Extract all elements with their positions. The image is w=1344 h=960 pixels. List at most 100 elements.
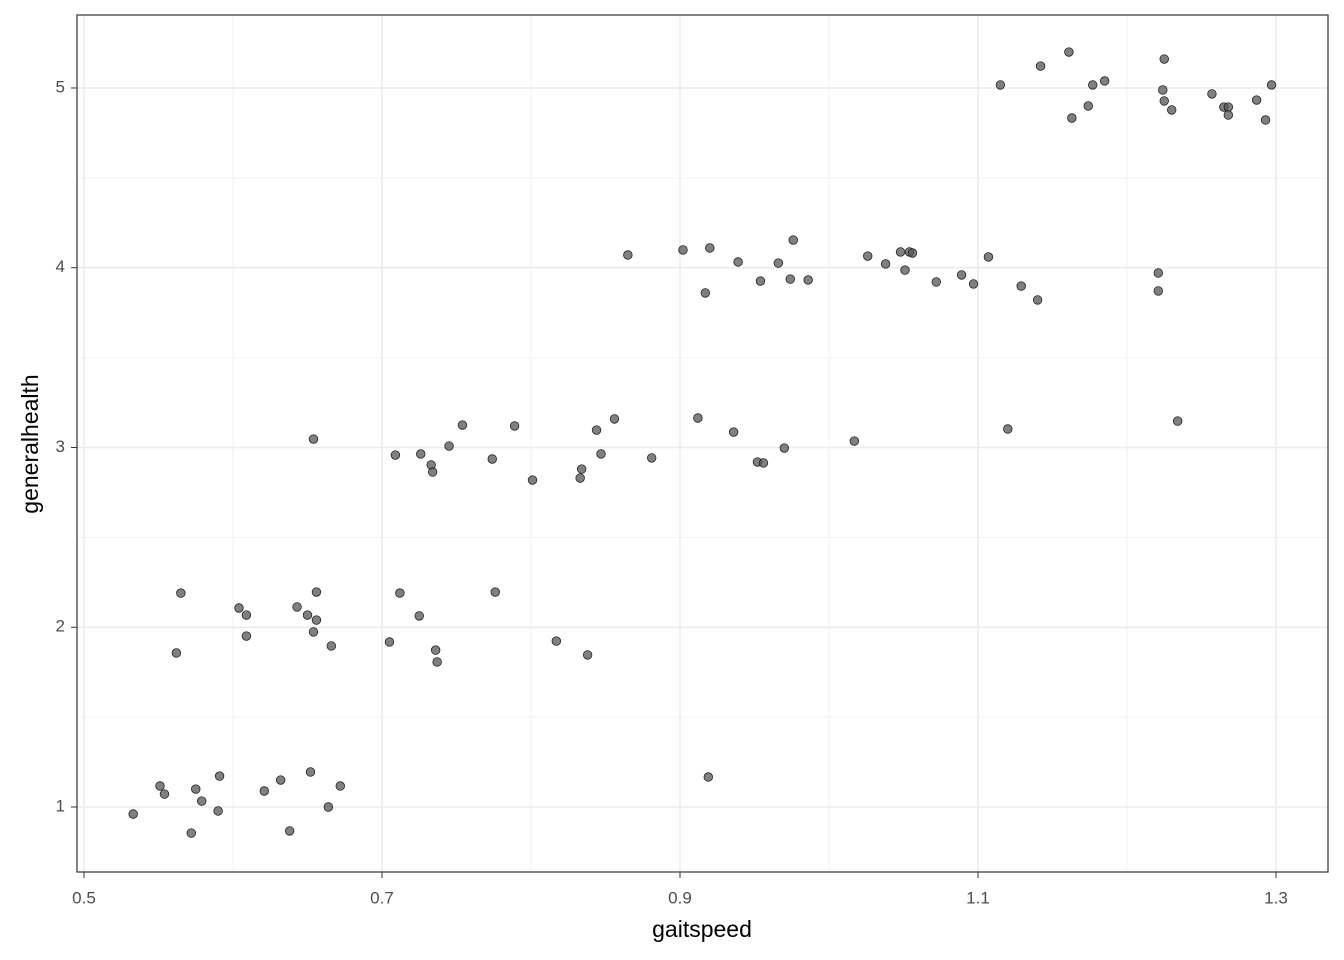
point (311, 615, 322, 625)
point (968, 279, 979, 289)
x-tick-label: 1.3 (1264, 888, 1288, 907)
point (728, 427, 739, 437)
point (308, 434, 319, 444)
point (1260, 115, 1271, 125)
point (214, 771, 225, 781)
point (234, 603, 244, 613)
point (1159, 96, 1169, 106)
point (773, 258, 784, 268)
point (213, 806, 223, 816)
point (155, 781, 165, 791)
point (582, 650, 593, 660)
point (758, 458, 769, 468)
point (1266, 80, 1277, 90)
point (197, 796, 207, 806)
point (444, 441, 454, 451)
point (1153, 286, 1163, 296)
point (900, 265, 910, 275)
point (384, 637, 395, 647)
point (575, 473, 585, 483)
point (427, 467, 438, 477)
point (432, 657, 442, 667)
point (191, 784, 201, 794)
point (176, 588, 186, 598)
y-tick-label: 2 (56, 617, 65, 636)
point (1016, 281, 1026, 291)
point (849, 436, 860, 446)
point (308, 627, 319, 637)
point (1207, 89, 1217, 99)
point (1088, 80, 1098, 90)
point (596, 449, 606, 459)
point (623, 250, 633, 260)
point (863, 251, 873, 261)
point (733, 257, 743, 267)
point (551, 636, 562, 646)
point (1159, 54, 1169, 64)
point (487, 454, 497, 464)
point (1003, 424, 1013, 434)
point (785, 274, 795, 284)
point (171, 648, 182, 658)
point (700, 288, 711, 298)
point (1099, 76, 1110, 86)
panel-border (76, 14, 1329, 873)
point (956, 270, 967, 280)
point (693, 413, 703, 423)
point (1064, 47, 1074, 57)
point (311, 587, 322, 597)
point (128, 809, 138, 819)
point (1172, 416, 1183, 426)
point (895, 247, 906, 257)
point (983, 252, 994, 262)
point (326, 641, 337, 651)
x-axis-label: gaitspeed (652, 916, 752, 942)
point (241, 610, 252, 620)
point (416, 449, 426, 459)
point (159, 789, 170, 799)
point (1067, 113, 1077, 123)
point (609, 414, 620, 424)
point (1035, 61, 1046, 71)
point (1166, 105, 1177, 115)
point (1223, 102, 1234, 112)
point (1083, 101, 1093, 111)
point (259, 786, 269, 796)
y-axis-label: generalhealth (17, 374, 43, 513)
point (186, 828, 196, 838)
point (779, 443, 790, 453)
point (907, 248, 918, 258)
y-tick-label: 4 (56, 257, 65, 276)
point (430, 645, 441, 655)
point (803, 275, 813, 285)
point (302, 610, 313, 620)
point (275, 775, 286, 785)
x-tick-label: 1.1 (966, 888, 990, 907)
x-tick-label: 0.9 (668, 888, 692, 907)
point (705, 243, 715, 253)
point (457, 420, 468, 430)
point (395, 588, 405, 598)
x-tick-label: 0.7 (370, 888, 394, 907)
point (678, 245, 688, 255)
y-tick-label: 1 (56, 796, 65, 815)
point (1153, 268, 1163, 278)
point (305, 767, 316, 777)
point (1251, 95, 1262, 105)
point (1032, 295, 1043, 305)
point (931, 277, 941, 287)
point (527, 475, 538, 485)
y-tick-label: 5 (56, 77, 65, 96)
point (591, 425, 602, 435)
point (335, 781, 345, 791)
point (646, 453, 657, 463)
x-tick-label: 0.5 (72, 888, 96, 907)
point (880, 259, 891, 269)
point (284, 826, 295, 836)
y-tick-label: 3 (56, 437, 65, 456)
point (1223, 110, 1234, 120)
point (241, 631, 252, 641)
point (788, 235, 798, 245)
